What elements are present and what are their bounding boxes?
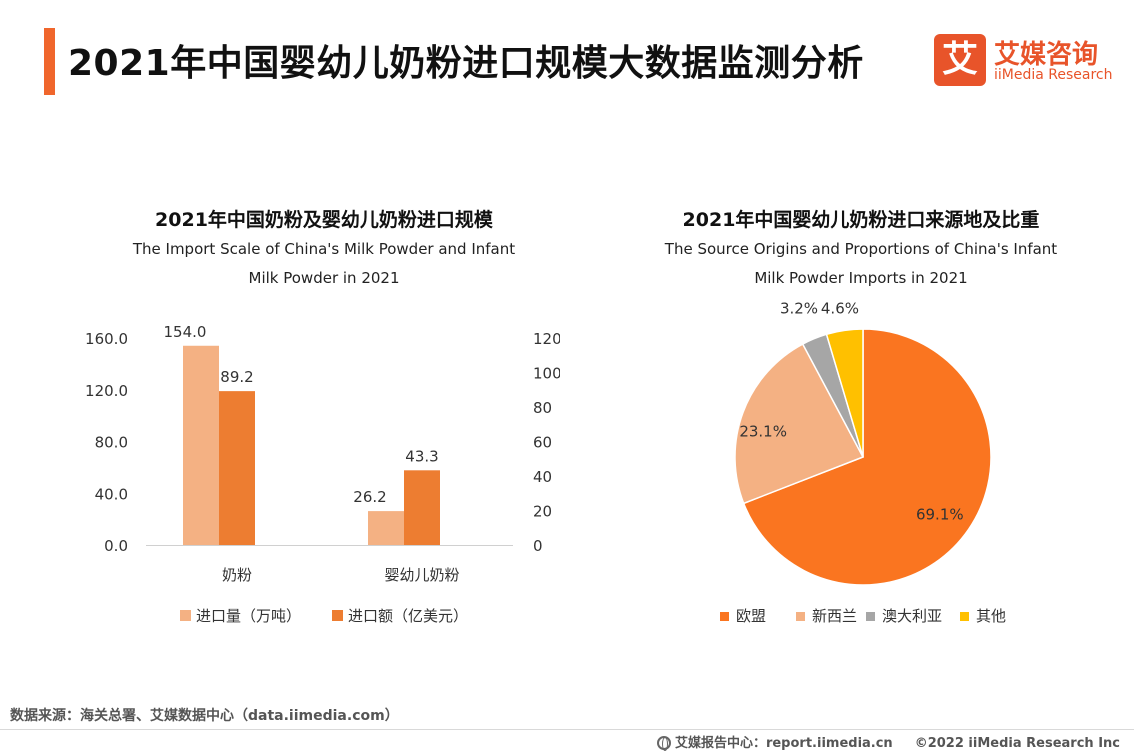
pie-chart-subtitle-line1: The Source Origins and Proportions of Ch… <box>664 240 1058 258</box>
bar-data-label: 43.3 <box>405 447 438 465</box>
bar-chart-subtitle-line1: The Import Scale of China's Milk Powder … <box>132 240 516 258</box>
legend-label: 新西兰 <box>812 607 857 625</box>
left-axis-tick: 80.0 <box>95 434 128 452</box>
pie-chart-subtitle-line2: Milk Powder Imports in 2021 <box>754 269 968 287</box>
pie-slice <box>734 343 865 505</box>
right-axis-tick: 0 <box>533 537 543 555</box>
legend-swatch <box>960 612 969 621</box>
pie-data-label: 69.1% <box>916 506 964 524</box>
bar-data-label: 26.2 <box>353 488 386 506</box>
pie-chart-subtitle: The Source Origins and Proportions of Ch… <box>611 235 1111 293</box>
bar-data-label: 154.0 <box>164 323 207 341</box>
bar-chart-subtitle: The Import Scale of China's Milk Powder … <box>74 235 574 293</box>
footer-divider <box>0 729 1134 730</box>
category-label: 奶粉 <box>222 566 252 584</box>
left-axis-tick: 40.0 <box>95 485 128 503</box>
logo-chinese-name: 艾媒咨询 <box>994 40 1099 70</box>
legend-swatch <box>180 610 191 621</box>
right-axis-tick: 80 <box>533 399 552 417</box>
bar-volume <box>368 511 404 545</box>
left-axis-tick: 160.0 <box>85 330 128 348</box>
bar-chart-title: 2021年中国奶粉及婴幼儿奶粉进口规模 <box>155 209 493 231</box>
pie-data-label: 4.6% <box>821 300 859 318</box>
right-axis-tick: 120 <box>533 330 560 348</box>
right-axis-tick: 20 <box>533 503 552 521</box>
legend-label: 进口额（亿美元） <box>348 607 468 625</box>
right-axis-tick: 60 <box>533 434 552 452</box>
legend-label: 其他 <box>976 607 1006 625</box>
iimedia-logo[interactable]: 艾 艾媒咨询 iiMedia Research <box>934 34 1114 90</box>
right-axis-tick: 100 <box>533 365 560 383</box>
right-axis-tick: 40 <box>533 468 552 486</box>
pie-data-label: 3.2% <box>780 300 818 318</box>
legend-label: 进口量（万吨） <box>196 607 301 625</box>
copyright: ©2022 iiMedia Research Inc <box>914 736 1120 751</box>
globe-icon <box>656 736 671 751</box>
page-title: 2021年中国婴幼儿奶粉进口规模大数据监测分析 <box>68 43 864 84</box>
legend-swatch <box>720 612 729 621</box>
bar-value <box>404 470 440 545</box>
pie-chart-title: 2021年中国婴幼儿奶粉进口来源地及比重 <box>682 209 1040 231</box>
pie-slice <box>825 328 864 458</box>
data-source: 数据来源：海关总署、艾媒数据中心（data.iimedia.com） <box>10 708 399 724</box>
bar-chart: 0.0 40.0 80.0 120.0 160.0 0 20 40 60 80 100 120 154.… <box>85 323 560 625</box>
pie-data-label: 23.1% <box>739 422 787 440</box>
legend-label: 欧盟 <box>736 607 766 625</box>
legend-swatch <box>796 612 805 621</box>
bar-volume <box>183 345 219 545</box>
legend-swatch <box>866 612 875 621</box>
bar-data-label: 89.2 <box>220 368 253 386</box>
left-axis-tick: 120.0 <box>85 382 128 400</box>
left-axis-tick: 0.0 <box>104 537 128 555</box>
logo-english-name: iiMedia Research <box>994 67 1113 83</box>
title-accent-bar <box>44 28 55 95</box>
pie-slice <box>742 328 992 586</box>
category-label: 婴幼儿奶粉 <box>384 566 459 584</box>
bar-value <box>219 391 255 545</box>
legend-swatch <box>332 610 343 621</box>
footer-info: 艾媒报告中心：report.iimedia.cn ©2022 iiMedia Re… <box>656 732 1120 751</box>
legend-label: 澳大利亚 <box>882 607 942 625</box>
bar-chart-subtitle-line2: Milk Powder in 2021 <box>248 269 400 287</box>
logo-mark-icon: 艾 <box>934 34 986 86</box>
pie-chart: 69.1% 23.1% 3.2% 4.6% 欧盟 新西兰 澳大利亚 其他 <box>720 300 1006 625</box>
report-center-link[interactable]: 艾媒报告中心：report.iimedia.cn <box>674 736 893 751</box>
